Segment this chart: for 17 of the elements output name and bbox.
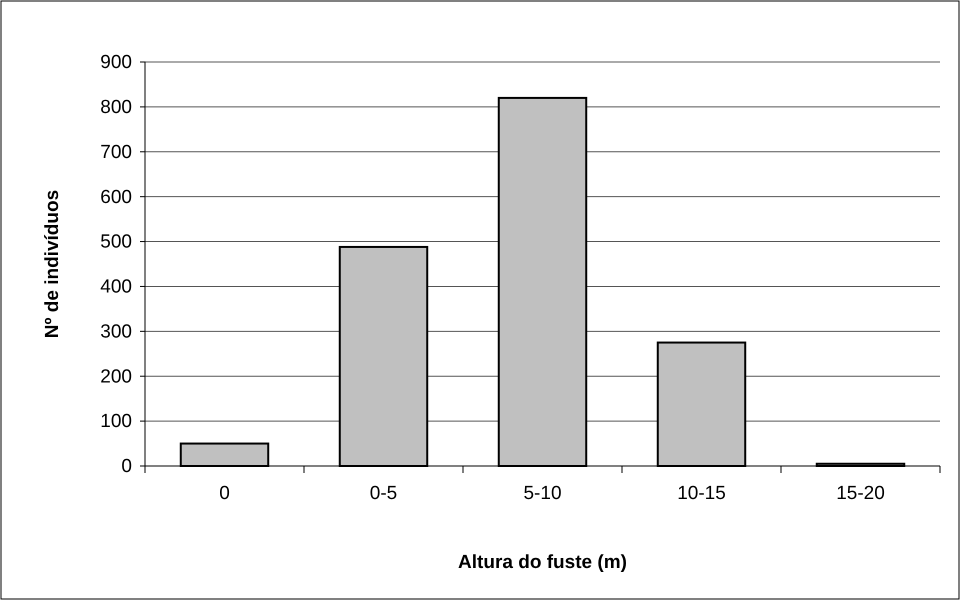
x-tick-label: 15-20 [836, 483, 885, 504]
y-tick-label: 300 [100, 321, 132, 342]
y-tick-label: 100 [100, 411, 132, 432]
y-axis-title: Nº de indivíduos [42, 190, 63, 338]
y-tick-label: 700 [100, 142, 132, 163]
y-tick-label: 600 [100, 186, 132, 208]
y-tick-label: 900 [100, 52, 132, 74]
y-tick-label: 400 [100, 276, 132, 298]
y-tick-label: 500 [100, 232, 132, 253]
x-tick-label: 10-15 [677, 483, 726, 504]
x-tick-label: 0 [219, 483, 230, 504]
y-tick-label: 800 [100, 96, 132, 118]
y-tick-label: 200 [100, 366, 132, 388]
x-tick-label: 5-10 [523, 483, 562, 504]
y-tick-label: 0 [121, 456, 132, 478]
x-axis-title: Altura do fuste (m) [458, 552, 627, 573]
x-tick-label: 0-5 [370, 483, 398, 504]
